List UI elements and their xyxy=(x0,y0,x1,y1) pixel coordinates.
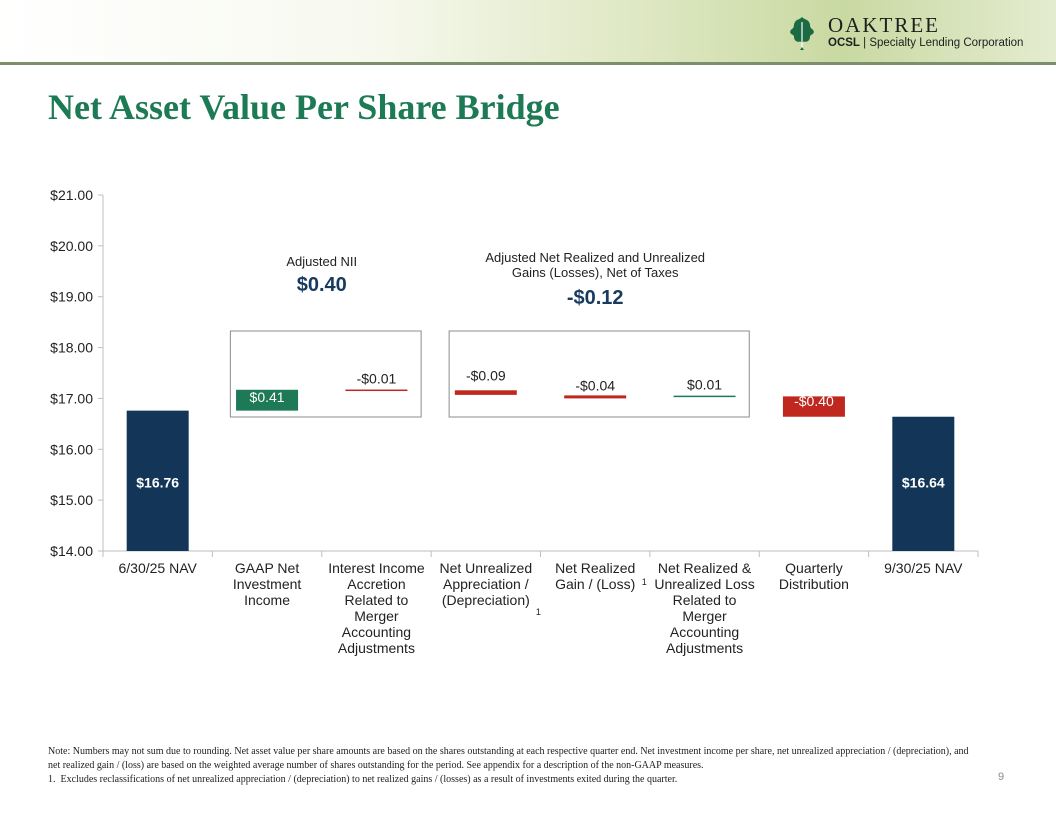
brand-name: OAKTREE xyxy=(828,13,940,37)
x-category-label: Net Unrealized Appreciation / (Depreciatio… xyxy=(440,560,533,608)
x-category-label: GAAP Net Investment Income xyxy=(233,560,302,608)
bar-increase xyxy=(673,395,736,398)
annotation-box xyxy=(229,330,422,418)
footnote-1: 1. Excludes reclassifications of net unr… xyxy=(48,774,678,785)
company-logo: OAKTREE OCSL | Specialty Lending Corpora… xyxy=(784,12,1023,52)
y-tick-label: $17.00 xyxy=(50,390,93,406)
x-category-label: Net Realized Gain / (Loss) xyxy=(555,560,635,592)
y-tick-label: $14.00 xyxy=(50,543,93,559)
bar-decrease xyxy=(345,389,408,392)
bar-data-label: -$0.01 xyxy=(357,371,397,387)
nav-bridge-chart: $14.00 $15.00 $16.00 $17.00 $18.00 $19.00 $20.… xyxy=(50,187,979,656)
page-title: Net Asset Value Per Share Bridge xyxy=(48,87,560,127)
footnote-marker: 1 xyxy=(642,577,647,587)
bar-decrease xyxy=(564,395,627,399)
bar-decrease xyxy=(782,396,845,417)
x-category-label: Net Realized & Unrealized Loss Related to M… xyxy=(654,560,754,656)
brand-subtitle: OCSL | Specialty Lending Corporation xyxy=(828,37,1024,49)
annotation-caption: Gains (Losses), Net of Taxes xyxy=(512,265,679,280)
header-band xyxy=(0,0,1056,62)
bar-data-label: -$0.40 xyxy=(794,393,834,409)
annotation-box xyxy=(448,330,750,418)
bar-decrease xyxy=(454,390,517,395)
header-rule xyxy=(0,62,1056,65)
bar-data-label: $16.76 xyxy=(136,474,179,490)
footnote-marker: 1 xyxy=(536,607,541,617)
bar-total xyxy=(126,410,189,551)
y-tick-label: $16.00 xyxy=(50,441,93,457)
y-tick-label: $20.00 xyxy=(50,238,93,254)
brand-subtitle-text: Specialty Lending Corporation xyxy=(869,37,1024,49)
brand-ticker: OCSL xyxy=(828,37,860,49)
y-tick-label: $19.00 xyxy=(50,289,93,305)
annotation-caption: Adjusted Net Realized and Unrealized xyxy=(485,250,705,265)
y-tick-label: $21.00 xyxy=(50,187,93,203)
y-tick-label: $15.00 xyxy=(50,492,93,508)
footnote-note: Note: Numbers may not sum due to roundin… xyxy=(48,746,969,771)
x-category-label: Quarterly Distribution xyxy=(779,560,849,592)
bar-data-label: $16.64 xyxy=(902,474,945,490)
annotation-caption: Adjusted NII xyxy=(286,254,357,269)
y-tick-label: $18.00 xyxy=(50,340,93,356)
annotation-value: $0.40 xyxy=(297,274,347,296)
x-category-label: Interest Income Accretion Related to Merger… xyxy=(328,560,425,656)
footnotes: Note: Numbers may not sum due to roundin… xyxy=(48,745,978,787)
bar-total xyxy=(892,416,955,551)
bar-data-label: -$0.09 xyxy=(466,367,506,383)
bar-data-label: $0.01 xyxy=(687,377,722,393)
x-category-label: 6/30/25 NAV xyxy=(119,560,198,576)
x-category-label: 9/30/25 NAV xyxy=(884,560,963,576)
bar-increase xyxy=(236,389,299,411)
bar-data-label: -$0.04 xyxy=(575,377,615,393)
annotation-value: -$0.12 xyxy=(567,287,624,309)
page-number: 9 xyxy=(998,771,1005,783)
oak-leaf-icon xyxy=(790,17,814,50)
bar-data-label: $0.41 xyxy=(250,389,285,405)
